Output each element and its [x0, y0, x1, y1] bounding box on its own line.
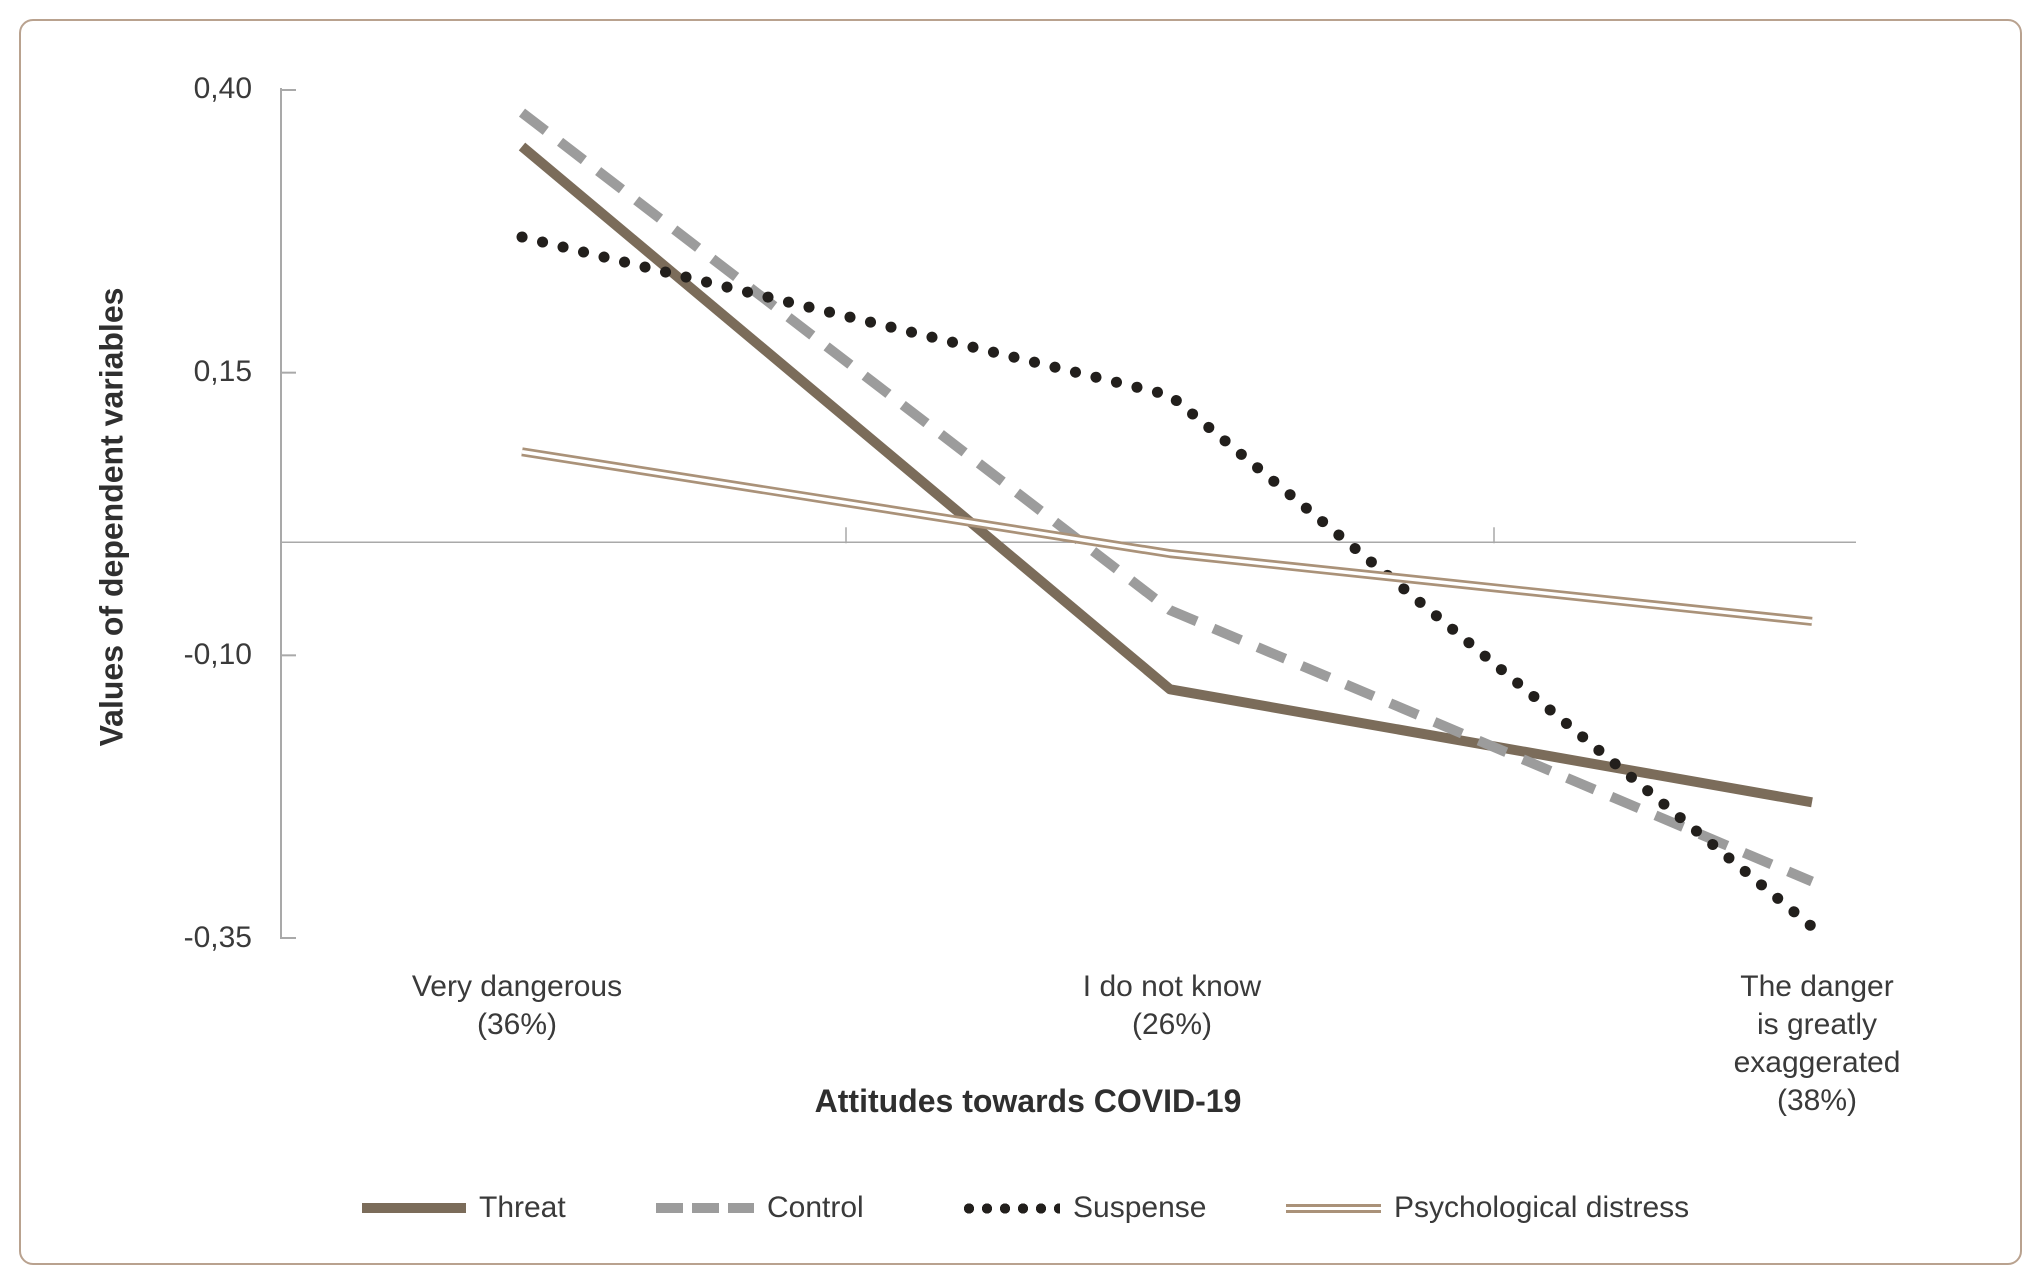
y-tick-label: 0,15: [193, 355, 252, 388]
y-tick-label: -0,35: [183, 921, 252, 954]
legend-swatch-double-line: [1286, 1203, 1381, 1213]
legend-item-threat: Threat: [362, 1189, 566, 1227]
legend-swatch-dashed-line: [656, 1203, 754, 1213]
legend-label: Psychological distress: [1394, 1191, 1690, 1224]
legend-label: Threat: [479, 1191, 566, 1224]
legend-item-control: Control: [656, 1189, 864, 1227]
legend-item-psychological-distress: Psychological distress: [1286, 1189, 1689, 1227]
x-axis-title: Attitudes towards COVID-19: [814, 1083, 1242, 1119]
x-category-label: Very dangerous (36%): [411, 970, 623, 1041]
legend-label: Control: [767, 1191, 864, 1224]
x-category-label: I do not know (26%): [1082, 970, 1262, 1041]
y-tick-label: 0,40: [193, 72, 252, 105]
x-category-label: The danger is greatly exaggerated (38%): [1733, 970, 1901, 1117]
legend-swatch-dotted-line: [960, 1202, 1060, 1214]
legend-swatch-solid-line: [362, 1203, 466, 1213]
figure-border: [19, 19, 2022, 1265]
y-axis-title: Values of dependent variables: [93, 287, 130, 747]
legend-item-suspense: Suspense: [960, 1189, 1206, 1227]
y-tick-label: -0,10: [183, 638, 252, 671]
legend-label: Suspense: [1073, 1191, 1207, 1224]
